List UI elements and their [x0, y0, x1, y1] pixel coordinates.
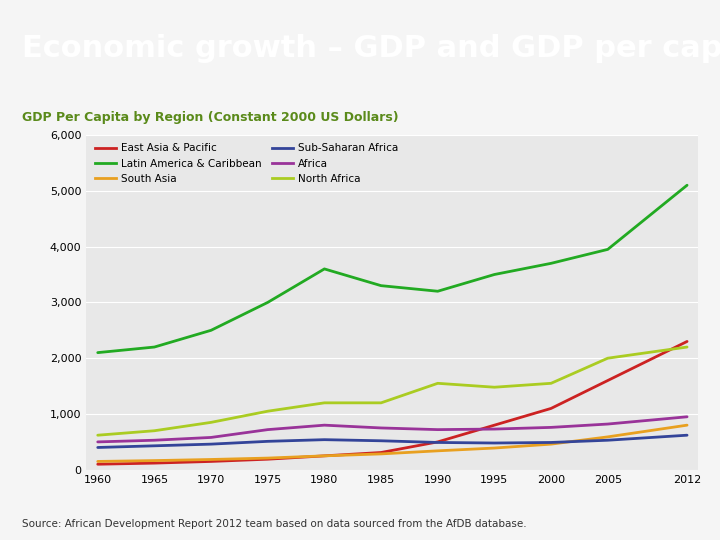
- Text: GDP Per Capita by Region (Constant 2000 US Dollars): GDP Per Capita by Region (Constant 2000 …: [22, 111, 398, 124]
- Text: Source: African Development Report 2012 team based on data sourced from the AfDB: Source: African Development Report 2012 …: [22, 519, 526, 529]
- Legend: East Asia & Pacific, Latin America & Caribbean, South Asia, Sub-Saharan Africa, : East Asia & Pacific, Latin America & Car…: [91, 140, 401, 187]
- Text: Economic growth – GDP and GDP per capita: Economic growth – GDP and GDP per capita: [22, 34, 720, 63]
